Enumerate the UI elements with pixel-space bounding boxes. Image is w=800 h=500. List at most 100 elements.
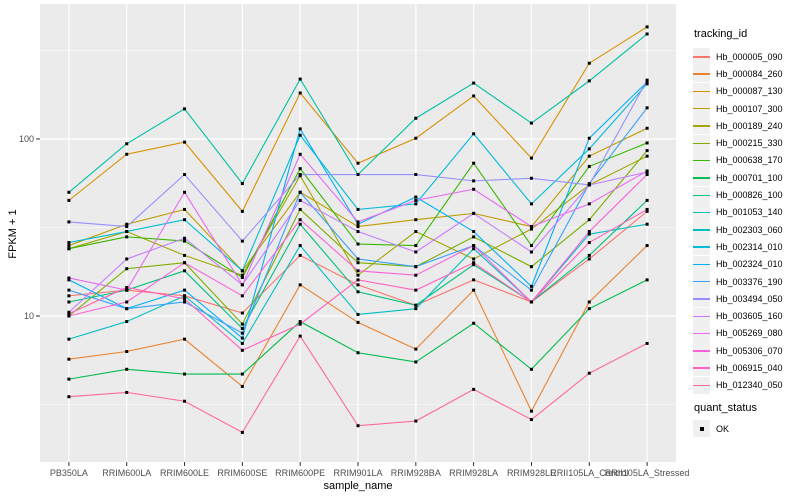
- data-point: [472, 263, 476, 267]
- legend-key-line-icon: [693, 342, 710, 360]
- legend-entry-Hb_012340_050: Hb_012340_050: [688, 376, 783, 394]
- legend-key-line-icon: [693, 290, 710, 308]
- data-point: [298, 334, 302, 338]
- data-point: [356, 320, 360, 324]
- legend-key-line-icon: [693, 117, 710, 135]
- legend-entry-label: Hb_000087_130: [716, 86, 783, 97]
- legend-key-line-icon: [693, 307, 710, 325]
- legend-key-line-icon: [693, 359, 710, 377]
- data-point: [67, 278, 71, 282]
- data-point: [240, 239, 244, 243]
- data-point: [125, 307, 129, 311]
- legend-line-swatch: [693, 73, 710, 75]
- data-point: [645, 25, 649, 29]
- legend-key-line-icon: [693, 186, 710, 204]
- data-point: [356, 220, 360, 224]
- data-point: [67, 190, 71, 194]
- data-point: [529, 288, 533, 292]
- data-point: [529, 227, 533, 231]
- x-tick-label-RRIM928BA: RRIM928BA: [390, 468, 441, 478]
- legend-entry-Hb_000189_240: Hb_000189_240: [688, 117, 783, 135]
- legend-entry-Hb_005269_080: Hb_005269_080: [688, 324, 783, 342]
- legend-shape-entries: OK: [688, 420, 783, 438]
- data-point: [472, 278, 476, 282]
- data-point: [240, 294, 244, 298]
- data-point: [125, 300, 129, 304]
- data-point: [183, 294, 187, 298]
- legend-line-swatch: [693, 332, 710, 335]
- data-point: [529, 202, 533, 206]
- data-point: [529, 265, 533, 269]
- data-point: [298, 167, 302, 171]
- legend-line-swatch: [693, 142, 710, 145]
- data-point: [240, 384, 244, 388]
- data-point: [645, 141, 649, 145]
- data-point: [472, 187, 476, 191]
- legend-line-swatch: [693, 211, 710, 214]
- data-point: [472, 132, 476, 136]
- legend-entry-label: Hb_006915_040: [716, 362, 783, 373]
- data-point: [356, 283, 360, 287]
- legend-entry-Hb_003605_160: Hb_003605_160: [688, 307, 783, 325]
- data-point: [67, 288, 71, 292]
- legend-line-swatch: [693, 367, 710, 369]
- legend-key-line-icon: [693, 221, 710, 239]
- data-point: [240, 276, 244, 280]
- data-point: [356, 225, 360, 229]
- data-point: [356, 278, 360, 282]
- data-point: [472, 321, 476, 325]
- x-tick-label-RRIM600LA: RRIM600LA: [102, 468, 152, 478]
- data-point: [240, 182, 244, 186]
- data-point: [298, 322, 302, 326]
- data-point: [414, 250, 418, 254]
- legend-key-line-icon: [693, 100, 710, 118]
- data-point: [183, 253, 187, 257]
- data-point: [529, 121, 533, 125]
- data-point: [125, 350, 129, 354]
- data-point: [587, 300, 591, 304]
- data-point: [587, 232, 591, 236]
- data-point: [529, 156, 533, 160]
- data-point: [298, 207, 302, 211]
- data-point: [183, 300, 187, 304]
- data-point: [67, 357, 71, 361]
- data-point: [125, 225, 129, 229]
- legend-entry-Hb_000701_100: Hb_000701_100: [688, 169, 783, 187]
- data-point: [125, 267, 129, 271]
- data-point: [298, 133, 302, 137]
- data-point: [125, 288, 129, 292]
- data-point: [67, 241, 71, 245]
- data-point: [414, 273, 418, 277]
- legend-entry-label: Hb_012340_050: [716, 380, 783, 391]
- legend-entry-label: Hb_000005_090: [716, 51, 783, 62]
- data-point: [645, 82, 649, 86]
- data-point: [240, 273, 244, 277]
- legend-entry-Hb_005306_070: Hb_005306_070: [688, 342, 783, 360]
- data-point: [356, 257, 360, 261]
- data-point: [414, 347, 418, 351]
- data-point: [183, 372, 187, 376]
- data-point: [587, 61, 591, 65]
- data-point: [67, 294, 71, 298]
- data-point: [125, 230, 129, 234]
- data-point: [356, 273, 360, 277]
- data-point: [183, 297, 187, 301]
- legend-entry-label: Hb_001053_140: [716, 207, 783, 218]
- legend-entry-label: Hb_002314_010: [716, 241, 783, 252]
- data-point: [356, 312, 360, 316]
- data-point: [414, 195, 418, 199]
- legend-entry-label: Hb_003494_050: [716, 293, 783, 304]
- data-point: [472, 247, 476, 251]
- data-point: [240, 311, 244, 315]
- legend-key-line-icon: [693, 134, 710, 152]
- data-point: [67, 244, 71, 248]
- legend-key-line-icon: [693, 65, 710, 83]
- data-point: [356, 230, 360, 234]
- data-point: [587, 183, 591, 187]
- legend-line-swatch: [693, 125, 710, 127]
- data-point: [298, 244, 302, 248]
- legend-key-line-icon: [693, 324, 710, 342]
- legend-entry-Hb_003376_190: Hb_003376_190: [688, 273, 783, 290]
- y-tick-label: 100: [18, 133, 34, 144]
- data-point: [298, 218, 302, 222]
